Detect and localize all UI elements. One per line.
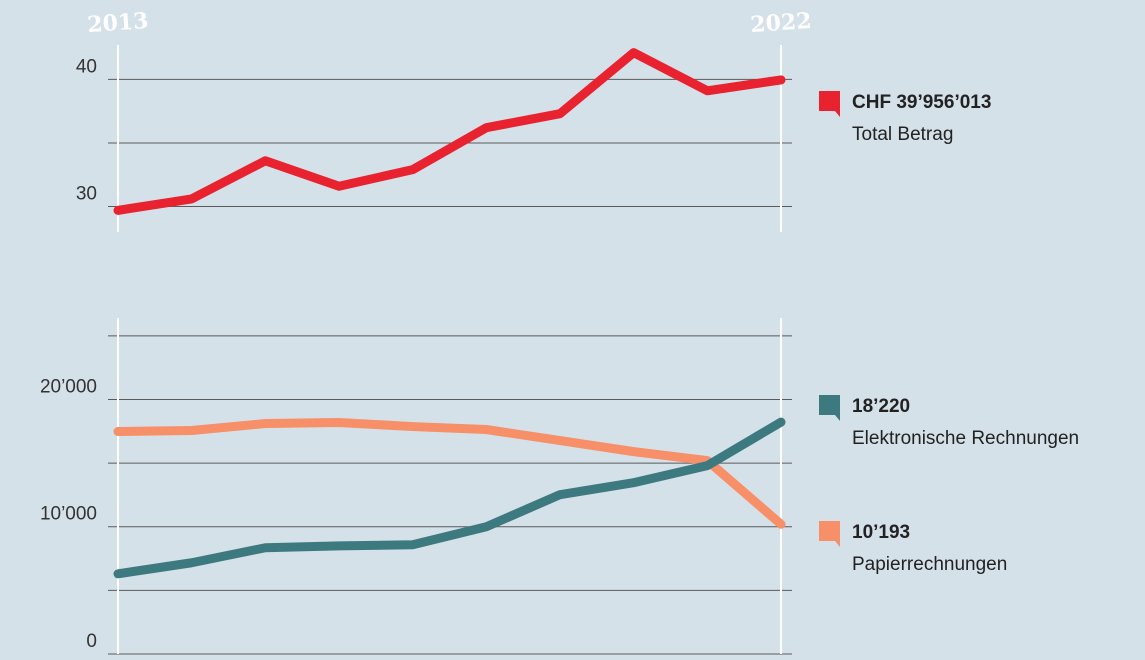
series-line — [113, 48, 786, 215]
legend-value: CHF 39’956’013 — [852, 92, 991, 113]
legend-swatch — [819, 91, 840, 117]
y-tick-label: 40 — [76, 56, 97, 77]
legend-label: Elektronische Rechnungen — [852, 428, 1079, 449]
y-tick-label: 0 — [86, 631, 97, 652]
series-line — [113, 417, 786, 529]
x-tick-label: 2022 — [749, 8, 812, 38]
legend-label: Papierrechnungen — [852, 554, 1007, 575]
x-tick-label: 2013 — [86, 8, 149, 38]
y-tick-label: 30 — [76, 184, 97, 205]
series-line — [113, 417, 786, 579]
legend-value: 10’193 — [852, 522, 910, 543]
y-tick-label: 10’000 — [40, 504, 97, 525]
legend-swatch — [819, 521, 840, 547]
legend-swatch — [819, 395, 840, 421]
legend-value: 18’220 — [852, 396, 910, 417]
legend-label: Total Betrag — [852, 124, 953, 145]
y-tick-label: 20’000 — [40, 376, 97, 397]
